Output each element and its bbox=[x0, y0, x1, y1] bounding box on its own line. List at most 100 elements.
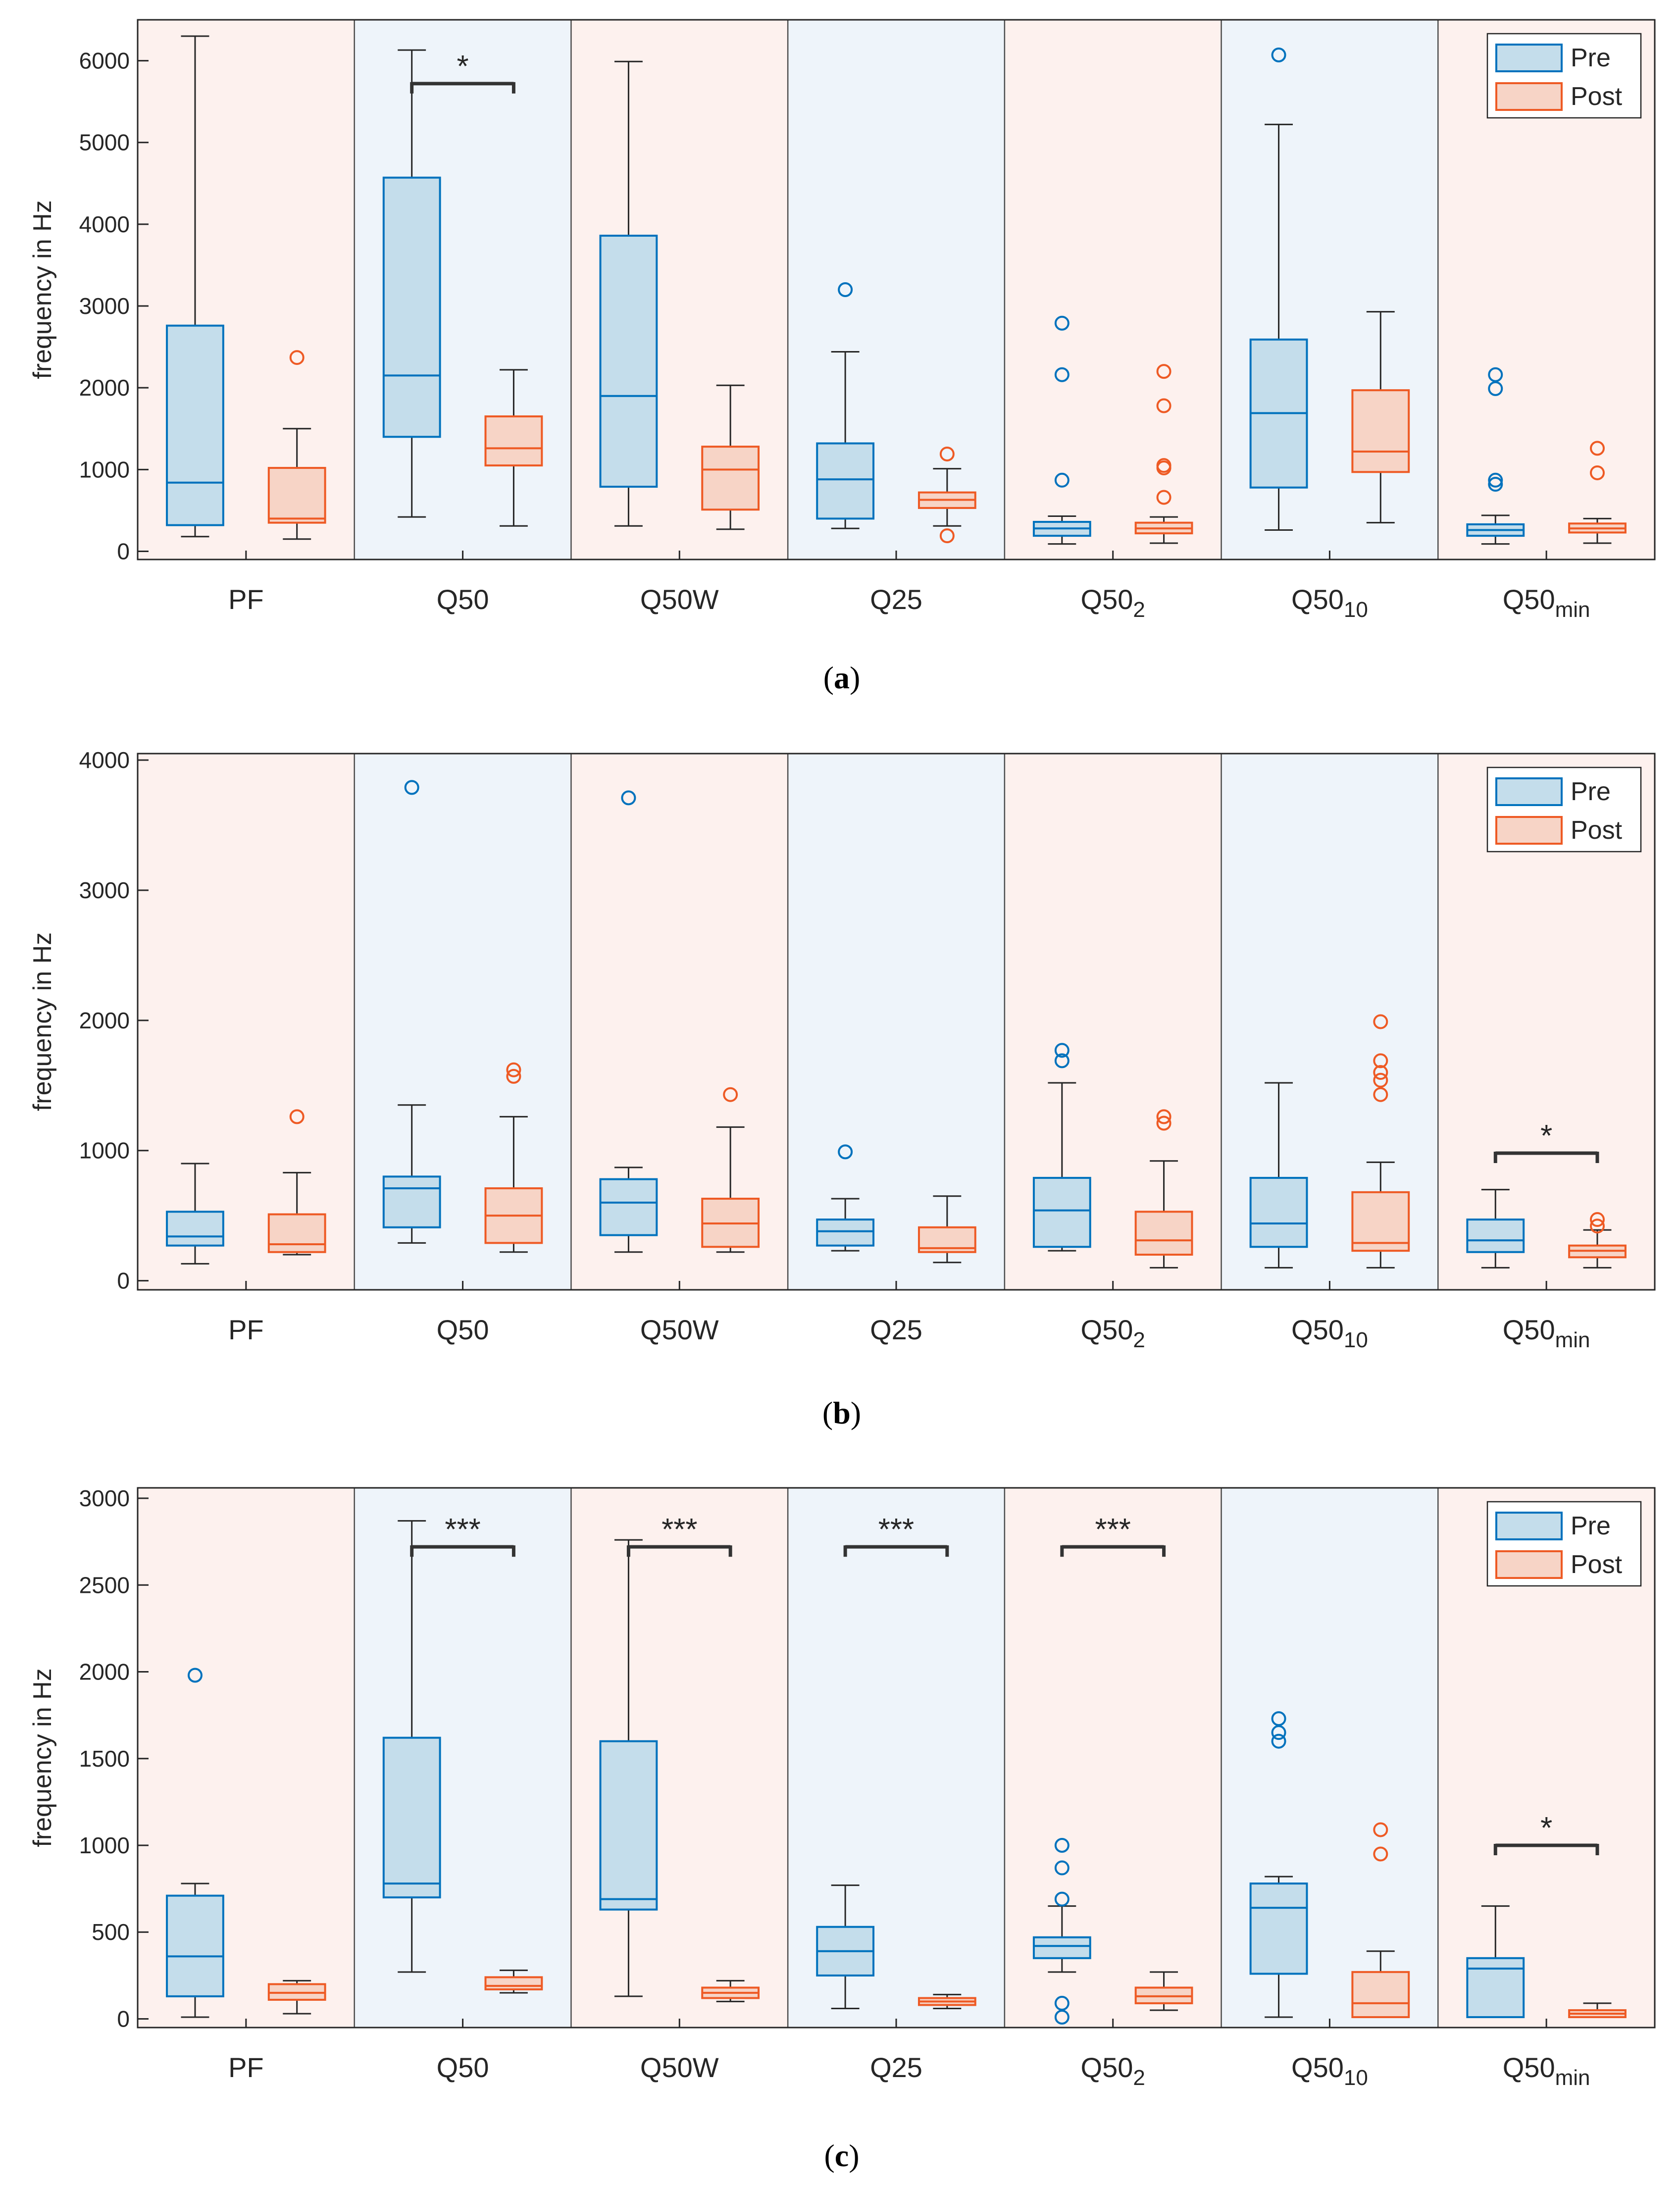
pre-box-6 bbox=[1466, 367, 1525, 545]
legend: Pre Post bbox=[1486, 1501, 1642, 1587]
x-tick-label: PF bbox=[228, 2052, 264, 2083]
x-tick-label: Q50min bbox=[1503, 1314, 1590, 1352]
x-tick-label: Q502 bbox=[1081, 584, 1145, 622]
outlier-point bbox=[1054, 1995, 1069, 2011]
outlier-point bbox=[1054, 1837, 1069, 1853]
pre-box-2 bbox=[599, 1539, 658, 1997]
y-tick-label: 4000 bbox=[79, 211, 130, 237]
x-tick-label: Q5010 bbox=[1291, 2052, 1368, 2090]
legend-label-post: Post bbox=[1571, 82, 1623, 111]
significance-label: * bbox=[1540, 1119, 1552, 1153]
pre-box-5 bbox=[1249, 1711, 1308, 2018]
post-box-5 bbox=[1351, 1014, 1410, 1269]
box bbox=[1134, 1211, 1193, 1256]
box bbox=[599, 1178, 658, 1236]
y-tick-label: 1000 bbox=[79, 457, 130, 482]
post-box-0 bbox=[267, 1980, 326, 2015]
outlier-point bbox=[1373, 1065, 1388, 1080]
legend-swatch-post bbox=[1495, 816, 1563, 845]
pre-box-6 bbox=[1466, 1905, 1525, 2018]
outlier-point bbox=[1373, 1846, 1388, 1862]
significance-label: *** bbox=[878, 1513, 914, 1547]
box bbox=[1466, 1957, 1525, 2018]
box bbox=[267, 467, 326, 524]
outlier-point bbox=[1271, 1711, 1286, 1727]
post-box-4 bbox=[1134, 1971, 1193, 2011]
post-box-6 bbox=[1568, 2002, 1627, 2018]
outlier-point bbox=[1156, 1109, 1171, 1124]
y-tick-label: 2500 bbox=[79, 1572, 130, 1598]
significance-label: * bbox=[457, 50, 469, 84]
pre-box-2 bbox=[599, 790, 658, 1253]
legend-swatch-pre bbox=[1495, 1512, 1563, 1540]
significance-marker: * bbox=[1493, 1811, 1599, 1855]
pre-box-3 bbox=[816, 1884, 875, 2009]
outlier-point bbox=[1271, 1733, 1286, 1749]
post-box-1 bbox=[484, 369, 543, 527]
y-tick-label: 1500 bbox=[79, 1746, 130, 1772]
box bbox=[816, 1219, 875, 1247]
post-box-4 bbox=[1134, 364, 1193, 544]
box bbox=[701, 446, 760, 511]
legend-label-post: Post bbox=[1571, 816, 1623, 845]
x-tick-label: Q50min bbox=[1503, 584, 1590, 622]
outlier-point bbox=[1488, 381, 1503, 396]
significance-label: *** bbox=[1095, 1513, 1131, 1547]
outlier-point bbox=[1373, 1014, 1388, 1029]
background-band bbox=[138, 754, 355, 1290]
outlier-point bbox=[1373, 1053, 1388, 1068]
pre-box-4 bbox=[1032, 1043, 1091, 1252]
y-tick-label: 5000 bbox=[79, 130, 130, 155]
outlier-point bbox=[723, 1087, 738, 1102]
post-box-5 bbox=[1351, 1822, 1410, 2018]
box bbox=[599, 235, 658, 488]
legend-label-pre: Pre bbox=[1571, 777, 1611, 806]
significance-marker: * bbox=[1493, 1119, 1599, 1163]
significance-label: *** bbox=[662, 1513, 697, 1547]
outlier-point bbox=[1054, 1043, 1069, 1058]
y-axis-label: frequency in Hz bbox=[28, 1668, 57, 1847]
pre-box-1 bbox=[382, 49, 441, 518]
outlier-point bbox=[1054, 367, 1069, 382]
box bbox=[484, 1976, 543, 1990]
legend: Pre Post bbox=[1486, 33, 1642, 119]
outlier-point bbox=[1271, 48, 1286, 63]
outlier-point bbox=[187, 1668, 203, 1683]
post-box-4 bbox=[1134, 1109, 1193, 1269]
box bbox=[382, 176, 441, 438]
box bbox=[1032, 1936, 1091, 1959]
x-tick-label: Q25 bbox=[870, 1314, 922, 1345]
pre-box-4 bbox=[1032, 315, 1091, 545]
post-box-2 bbox=[701, 1980, 760, 2002]
post-box-3 bbox=[917, 446, 976, 544]
y-tick-label: 0 bbox=[117, 538, 130, 564]
outlier-point bbox=[1156, 458, 1171, 473]
outlier-point bbox=[838, 282, 853, 297]
outlier-point bbox=[1156, 490, 1171, 505]
box bbox=[1466, 1219, 1525, 1253]
box bbox=[1249, 1882, 1308, 1975]
pre-box-3 bbox=[816, 282, 875, 529]
box bbox=[816, 442, 875, 520]
x-tick-label: PF bbox=[228, 1314, 264, 1345]
pre-box-5 bbox=[1249, 1082, 1308, 1269]
outlier-point bbox=[1156, 1116, 1171, 1131]
outlier-point bbox=[404, 780, 419, 795]
x-tick-label: Q50 bbox=[437, 1314, 489, 1345]
pre-box-4 bbox=[1032, 1837, 1091, 2025]
x-tick-label: Q50min bbox=[1503, 2052, 1590, 2090]
outlier-point bbox=[1054, 2009, 1069, 2025]
y-axis-label: frequency in Hz bbox=[28, 932, 57, 1111]
outlier-point bbox=[1271, 1725, 1286, 1740]
chart-panel-a: 0 1000 2000 3000 4000 5000 6000 frequency in Hz… bbox=[28, 19, 1656, 622]
y-tick-label: 2000 bbox=[79, 375, 130, 401]
outlier-point bbox=[1373, 1822, 1388, 1837]
y-axis-label: frequency in Hz bbox=[28, 200, 57, 379]
box bbox=[1351, 1971, 1410, 2018]
outlier-point bbox=[1054, 1860, 1069, 1876]
significance-marker: *** bbox=[1060, 1513, 1166, 1557]
caption-c: (c) bbox=[824, 2138, 859, 2173]
post-box-3 bbox=[917, 1993, 976, 2009]
pre-box-1 bbox=[382, 1520, 441, 1973]
